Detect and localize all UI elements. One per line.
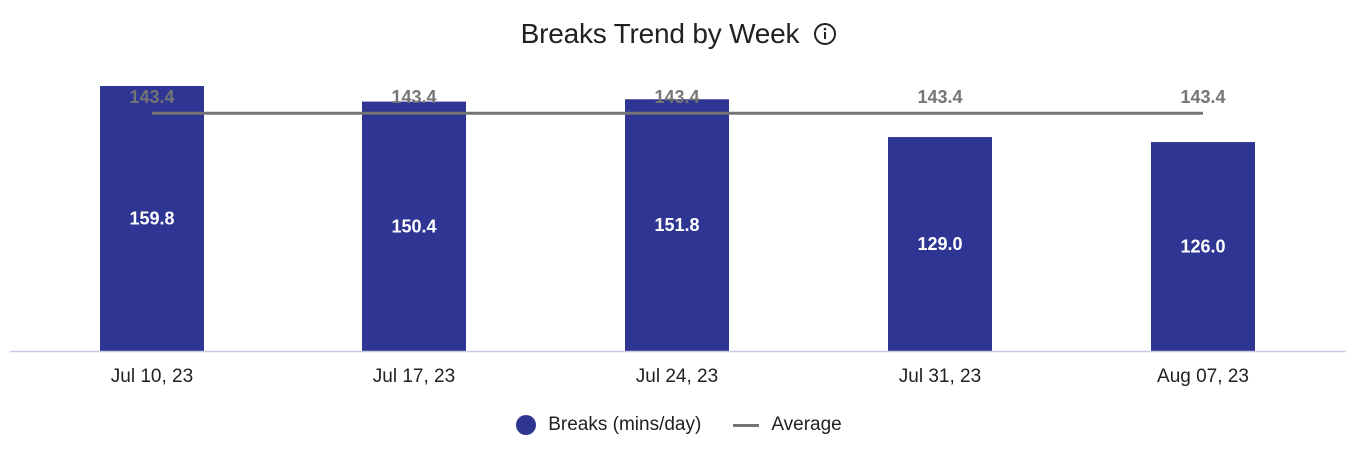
legend-average-swatch	[733, 423, 760, 427]
bar-value-label-0: 159.8	[129, 209, 174, 229]
legend-breaks-label: Breaks (mins/day)	[548, 414, 702, 435]
bar-value-label-4: 126.0	[1180, 237, 1225, 257]
bar-4[interactable]	[1151, 142, 1255, 351]
legend-item-breaks[interactable]: Breaks (mins/day)	[516, 414, 701, 436]
bar-0[interactable]	[100, 86, 204, 351]
bar-value-label-1: 150.4	[391, 216, 436, 236]
chart-header: Breaks Trend by Week	[0, 14, 1358, 54]
legend-item-average[interactable]: Average	[733, 414, 842, 436]
x-tick-label-2: Jul 24, 23	[636, 366, 718, 387]
bar-1[interactable]	[362, 101, 466, 352]
bar-value-label-2: 151.8	[654, 215, 699, 235]
breaks-bar-chart: 143.4 143.4 143.4 143.4 143.4 159.8 150.4 151.8…	[10, 86, 1346, 387]
average-label-3: 143.4	[917, 87, 962, 107]
chart-title: Breaks Trend by Week	[520, 18, 800, 49]
bar-value-label-3: 129.0	[917, 234, 962, 254]
x-tick-label-0: Jul 10, 23	[111, 366, 193, 387]
chart-legend: Breaks (mins/day) Average	[0, 410, 1358, 440]
legend-breaks-swatch	[516, 415, 537, 435]
average-label-4: 143.4	[1180, 87, 1225, 107]
average-label-2: 143.4	[654, 87, 699, 107]
average-label-1: 143.4	[391, 87, 436, 107]
info-icon[interactable]	[813, 22, 837, 46]
bar-3[interactable]	[888, 137, 992, 351]
average-label-0: 143.4	[129, 87, 174, 107]
x-tick-label-4: Aug 07, 23	[1157, 366, 1249, 387]
bar-2[interactable]	[625, 99, 729, 351]
legend-average-label: Average	[771, 414, 842, 435]
x-tick-label-1: Jul 17, 23	[373, 366, 455, 387]
x-tick-label-3: Jul 31, 23	[899, 366, 981, 387]
